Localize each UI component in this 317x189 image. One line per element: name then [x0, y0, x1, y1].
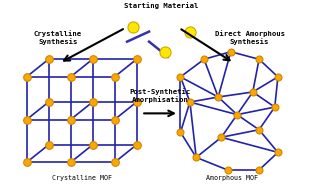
- Text: Post-Synthetic
Amorphisation: Post-Synthetic Amorphisation: [129, 88, 191, 103]
- Text: Starting Material: Starting Material: [125, 2, 199, 9]
- Text: Crystalline
Synthesis: Crystalline Synthesis: [34, 30, 82, 45]
- Text: Crystalline MOF: Crystalline MOF: [52, 175, 112, 181]
- Text: Direct Amorphous
Synthesis: Direct Amorphous Synthesis: [215, 30, 285, 45]
- Text: Amorphous MOF: Amorphous MOF: [206, 175, 258, 181]
